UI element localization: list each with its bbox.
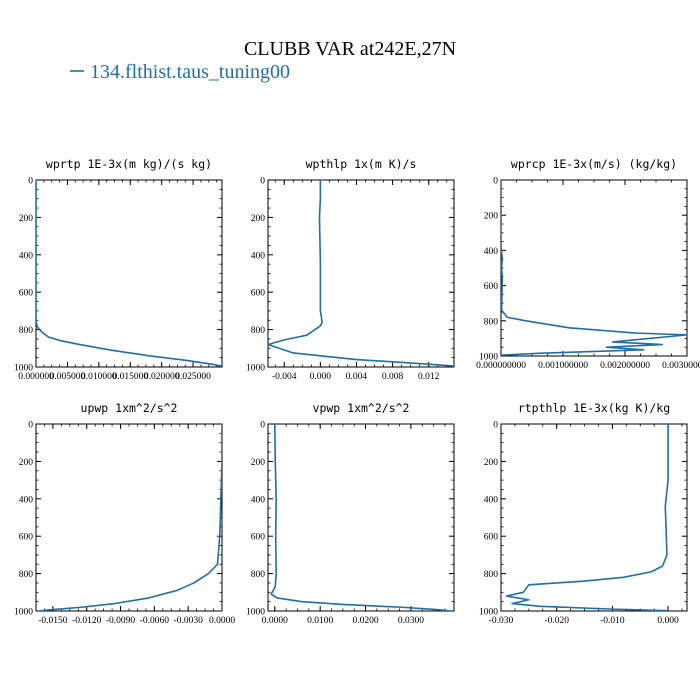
plot-frame	[35, 179, 223, 368]
x-tick-label: 0.000000000	[476, 361, 526, 371]
y-tick-label: 600	[251, 289, 266, 299]
y-tick-label: 0	[260, 421, 265, 431]
x-tick-label: 0.002000000	[600, 361, 650, 371]
panel-title: rtpthlp 1E-3x(kg K)/kg	[518, 401, 670, 415]
y-tick-label: 200	[251, 458, 266, 468]
panel-2: wpthlp 1x(m K)/s 0 200 400 600 800 1000 -0.004 0…	[246, 157, 455, 382]
y-tick-label: 200	[484, 458, 499, 468]
series-line	[505, 424, 669, 611]
x-tick-label: 0.0100	[307, 616, 333, 626]
panel-4: upwp 1xm^2/s^2 0 200 400 600 800 1000 -0.0150 -0…	[14, 401, 235, 626]
x-tick-label: 0.0000	[209, 616, 235, 626]
x-tick-label: 0.0000	[262, 616, 288, 626]
y-tick-label: 200	[19, 458, 34, 468]
y-tick-label: 0	[28, 421, 33, 431]
series-line	[38, 424, 222, 611]
y-tick-label: 400	[484, 247, 499, 257]
y-tick-label: 0	[493, 421, 498, 431]
series-line	[270, 424, 452, 611]
x-tick-label: -0.0150	[38, 616, 68, 626]
plot-frame	[267, 179, 455, 368]
figure-title: CLUBB VAR at242E,27N	[244, 38, 456, 60]
x-tick-label: -0.030	[489, 616, 514, 626]
panels-grid: wprtp 1E-3x(m kg)/(s kg) 0 200 400 600 800 100…	[14, 157, 700, 626]
x-tick-label: 0.012	[418, 372, 440, 382]
y-tick-label: 400	[251, 251, 266, 261]
x-tick-label: 0.000000	[18, 372, 54, 382]
y-tick-label: 1000	[246, 364, 265, 374]
y-tick-label: 800	[19, 570, 34, 580]
y-tick-label: 1000	[14, 364, 33, 374]
x-tick-label: -0.0060	[140, 616, 170, 626]
y-tick-label: 1000	[479, 608, 498, 618]
y-tick-label: 0	[260, 177, 265, 187]
x-tick-label: -0.0120	[72, 616, 102, 626]
y-tick-label: 1000	[246, 608, 265, 618]
series-line	[36, 180, 222, 367]
y-tick-label: 0	[493, 177, 498, 187]
y-tick-label: 800	[484, 570, 499, 580]
y-tick-label: 400	[251, 495, 266, 505]
panel-title: vpwp 1xm^2/s^2	[313, 401, 410, 415]
x-tick-label: 0.0300	[398, 616, 424, 626]
series-line	[501, 180, 687, 356]
x-tick-label: -0.0090	[106, 616, 136, 626]
y-tick-label: 600	[19, 289, 34, 299]
x-tick-label: 0.000	[310, 372, 332, 382]
panel-6: rtpthlp 1E-3x(kg K)/kg02004006008001000-…	[479, 401, 688, 626]
x-tick-label: 0.020000	[144, 372, 180, 382]
panel-title: wpthlp 1x(m K)/s	[306, 157, 417, 171]
y-tick-label: 800	[19, 326, 34, 336]
y-tick-label: 200	[19, 214, 34, 224]
y-tick-label: 1000	[479, 353, 498, 363]
plot-frame	[267, 423, 455, 612]
y-tick-label: 400	[19, 495, 34, 505]
series-line	[268, 180, 454, 367]
x-tick-label: 0.003000000	[662, 361, 700, 371]
x-tick-label: 0.000	[657, 616, 679, 626]
panel-1: wprtp 1E-3x(m kg)/(s kg) 0 200 400 600 800 100…	[14, 157, 223, 382]
x-tick-label: 0.005000	[50, 372, 86, 382]
x-tick-label: -0.020	[544, 616, 569, 626]
x-tick-label: 0.0200	[352, 616, 378, 626]
panel-title: wprcp 1E-3x(m/s) (kg/kg)	[511, 157, 677, 171]
x-tick-label: 0.025000	[175, 372, 211, 382]
panel-3: wprcp 1E-3x(m/s) (kg/kg) 0 200 400 600 800 100…	[476, 157, 700, 371]
y-tick-label: 200	[251, 214, 266, 224]
x-tick-label: 0.001000000	[538, 361, 588, 371]
y-tick-label: 600	[251, 533, 266, 543]
y-tick-label: 0	[28, 177, 33, 187]
panel-title: upwp 1xm^2/s^2	[81, 401, 178, 415]
panel-5: vpwp 1xm^2/s^2 0 200 400 600 800 10000.0000 0.0…	[246, 401, 455, 626]
legend-label: 134.flthist.taus_tuning00	[90, 61, 290, 83]
x-tick-label: 0.015000	[112, 372, 148, 382]
y-tick-label: 400	[484, 495, 499, 505]
y-tick-label: 800	[251, 570, 266, 580]
y-tick-label: 1000	[14, 608, 33, 618]
plot-frame	[500, 423, 688, 612]
y-tick-label: 800	[484, 317, 499, 327]
y-tick-label: 400	[19, 251, 34, 261]
y-tick-label: 600	[484, 282, 499, 292]
x-tick-label: 0.004	[346, 372, 368, 382]
panel-title: wprtp 1E-3x(m kg)/(s kg)	[46, 157, 212, 171]
x-tick-label: -0.010	[600, 616, 625, 626]
x-tick-label: -0.004	[272, 372, 297, 382]
x-tick-label: -0.0030	[174, 616, 204, 626]
y-tick-label: 600	[484, 533, 499, 543]
x-tick-label: 0.010000	[81, 372, 117, 382]
y-tick-label: 800	[251, 326, 266, 336]
x-tick-label: 0.008	[382, 372, 404, 382]
y-tick-label: 200	[484, 212, 499, 222]
y-tick-label: 600	[19, 533, 34, 543]
